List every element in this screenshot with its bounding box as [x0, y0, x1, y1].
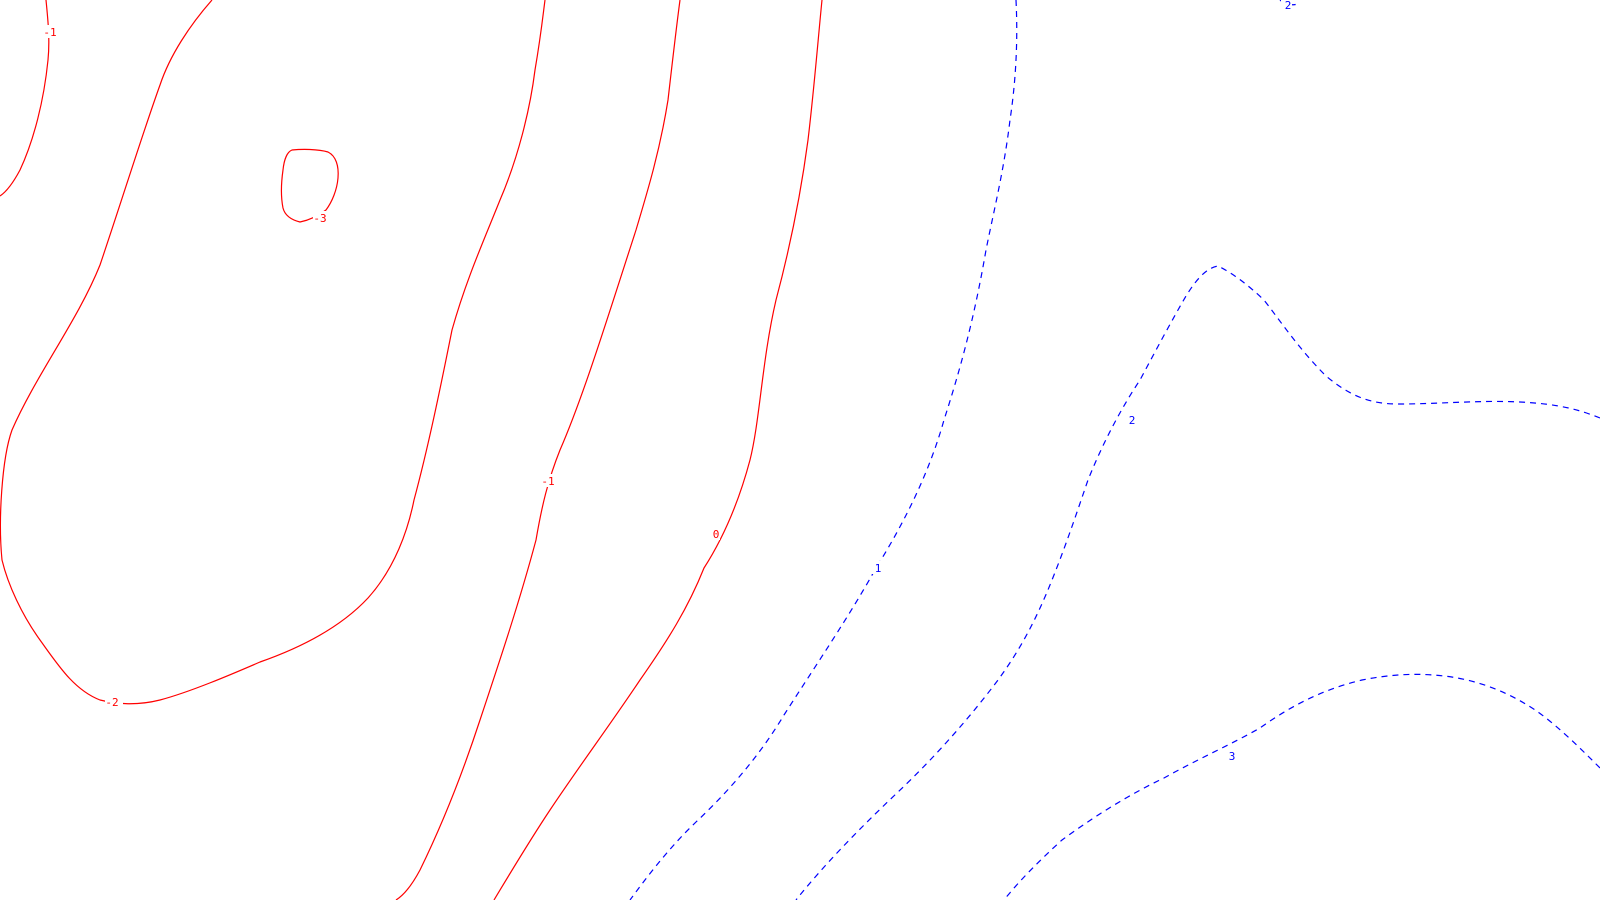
contour-label: 1: [875, 562, 882, 575]
contour-label: -1: [541, 475, 554, 488]
contour-label: 2: [1285, 0, 1292, 12]
contour-label-background: [1281, 0, 1292, 11]
contour-label: 0: [713, 528, 720, 541]
contour-label-background: [709, 527, 720, 540]
contour-label: -1: [43, 26, 56, 39]
contour-line-level-neg1: [0, 0, 50, 197]
contour-label-background: [1125, 413, 1136, 426]
contour-label: -3: [313, 212, 326, 225]
contour-label-background: [1225, 749, 1236, 762]
contour-label: -2: [105, 696, 118, 709]
contour-label-background: [541, 474, 559, 487]
contour-label-background: [43, 25, 61, 38]
contour-line-level-0: [493, 0, 823, 900]
contour-label-background: [313, 211, 331, 224]
contour-label: 3: [1229, 750, 1236, 763]
contour-label-background: [105, 695, 123, 708]
contour-label-background: [871, 561, 882, 574]
contour-line-level-3: [1003, 673, 1600, 900]
contour-line-level-2: [795, 265, 1600, 900]
contour-line-level-neg2: [0, 0, 546, 705]
contour-line-level-neg3: [280, 148, 339, 223]
contour-label: 2: [1129, 414, 1136, 427]
contour-line-level-neg1: [395, 0, 681, 900]
contour-line-level-1: [629, 0, 1018, 900]
